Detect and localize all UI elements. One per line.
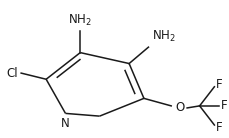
Text: Cl: Cl: [6, 67, 18, 80]
Text: F: F: [220, 99, 227, 112]
Text: O: O: [175, 101, 184, 114]
Text: NH$_2$: NH$_2$: [151, 29, 175, 44]
Text: F: F: [215, 78, 221, 91]
Text: NH$_2$: NH$_2$: [68, 13, 92, 28]
Text: N: N: [61, 117, 70, 130]
Text: F: F: [215, 121, 221, 134]
